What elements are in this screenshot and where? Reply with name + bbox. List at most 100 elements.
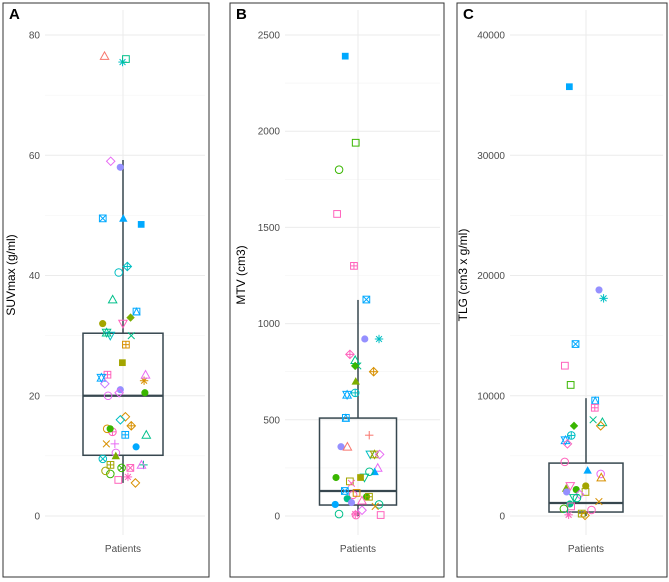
data-point <box>106 469 115 479</box>
data-point <box>122 340 130 349</box>
panel-frame <box>2 2 210 578</box>
data-point <box>361 335 369 343</box>
data-point <box>350 361 360 371</box>
data-point <box>376 511 385 519</box>
panel-label: A <box>9 6 20 23</box>
data-point <box>596 472 607 482</box>
data-point <box>98 214 107 223</box>
data-point <box>121 430 130 439</box>
box <box>318 417 398 506</box>
y-axis-title: TLG (cm3 x g/ml) <box>456 229 470 322</box>
data-point <box>126 464 135 472</box>
data-point <box>572 485 580 494</box>
data-point <box>107 294 118 304</box>
data-point <box>137 221 145 228</box>
data-point <box>122 55 130 63</box>
data-point <box>136 459 147 469</box>
data-point <box>372 462 383 472</box>
data-point <box>351 510 361 520</box>
data-point <box>374 449 385 460</box>
data-point <box>350 262 358 270</box>
data-point <box>342 389 353 401</box>
data-point <box>98 454 108 464</box>
data-point <box>341 413 351 422</box>
data-point <box>333 210 341 218</box>
data-point <box>599 294 608 303</box>
y-axis-title: MTV (cm3) <box>234 245 248 304</box>
data-point <box>110 439 120 449</box>
data-point <box>141 429 152 439</box>
data-point <box>581 488 590 496</box>
data-point <box>103 391 113 401</box>
data-point <box>351 377 360 385</box>
y-tick-label: 500 <box>263 415 280 426</box>
box <box>82 332 164 457</box>
x-tick-label: Patients <box>105 544 141 555</box>
data-point <box>99 378 110 389</box>
data-point <box>99 50 110 60</box>
x-tick-label: Patients <box>340 544 376 555</box>
y-tick-label: 0 <box>34 512 40 523</box>
x-tick-label: Patients <box>568 544 604 555</box>
data-point <box>591 396 600 405</box>
data-point <box>111 451 121 460</box>
panel-frame <box>229 2 445 578</box>
data-point <box>101 466 110 476</box>
data-point <box>572 493 582 503</box>
y-tick-label: 40 <box>29 271 41 282</box>
y-tick-label: 0 <box>499 512 505 523</box>
data-point <box>368 366 379 377</box>
data-point <box>350 388 360 398</box>
data-point <box>580 510 590 521</box>
data-point <box>120 411 131 422</box>
y-tick-label: 2500 <box>258 31 281 42</box>
data-point <box>589 416 597 424</box>
data-point <box>596 469 605 479</box>
y-tick-label: 1000 <box>258 319 281 330</box>
data-point <box>365 467 374 477</box>
data-point <box>595 497 603 506</box>
data-point <box>571 340 580 348</box>
data-point <box>141 389 149 397</box>
panel-label: C <box>463 6 474 23</box>
data-point <box>569 421 579 431</box>
data-point <box>595 420 606 431</box>
panel-frame <box>456 2 668 578</box>
data-point <box>567 502 575 511</box>
data-point <box>99 320 107 328</box>
data-point <box>347 498 356 507</box>
data-point <box>582 482 590 490</box>
data-point <box>371 502 379 511</box>
data-point <box>114 268 123 277</box>
data-point <box>337 443 345 451</box>
data-point <box>123 472 133 482</box>
data-point <box>357 505 367 516</box>
data-point <box>562 438 573 449</box>
y-tick-label: 0 <box>274 512 280 523</box>
panel-label: B <box>236 6 247 23</box>
data-point <box>567 431 576 440</box>
data-point <box>340 487 349 495</box>
data-point <box>117 463 126 473</box>
data-point <box>357 474 364 481</box>
data-point <box>345 349 355 360</box>
data-point <box>119 214 128 222</box>
data-point <box>374 334 384 344</box>
data-point <box>106 425 114 433</box>
data-point <box>365 430 374 440</box>
data-point <box>116 163 124 171</box>
data-point <box>105 156 116 167</box>
data-point <box>595 286 603 294</box>
y-tick-label: 30000 <box>477 151 505 162</box>
y-axis-title: SUVmax (g/ml) <box>4 234 18 315</box>
data-point <box>587 505 596 515</box>
data-point <box>356 495 368 505</box>
data-point <box>334 165 344 174</box>
data-point <box>351 138 360 147</box>
data-point <box>122 261 133 272</box>
data-point <box>115 414 126 425</box>
y-tick-label: 20000 <box>477 271 505 282</box>
data-point <box>126 313 135 322</box>
data-point <box>334 509 344 519</box>
